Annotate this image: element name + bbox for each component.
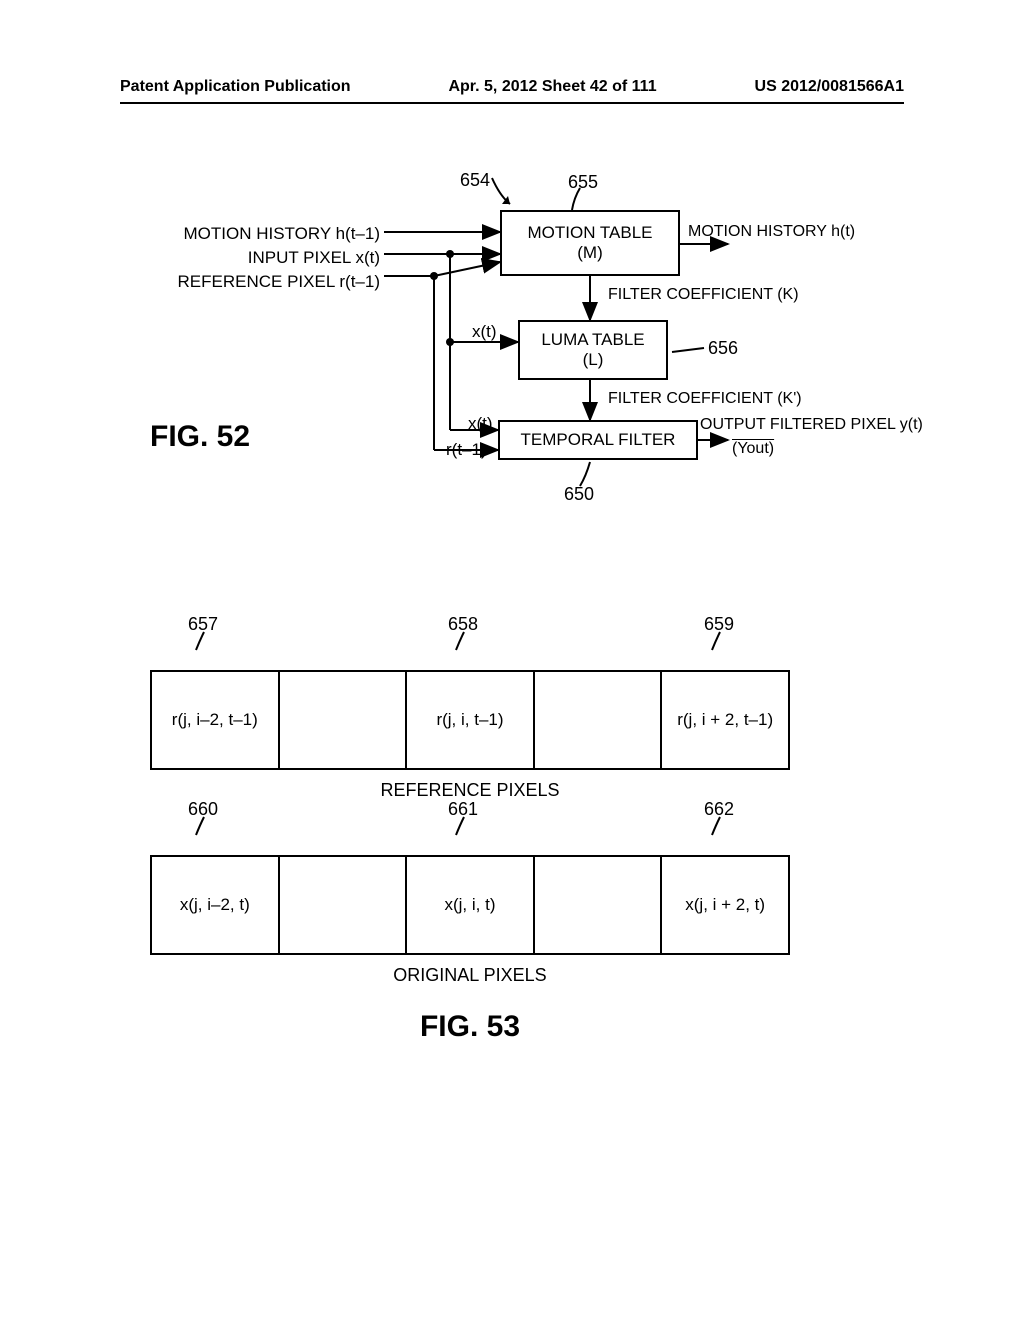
label-motion-history-out: MOTION HISTORY h(t) — [688, 223, 855, 241]
ref-660: 660 — [188, 799, 218, 820]
label-xt-luma: x(t) — [472, 322, 497, 342]
label-yout: (Yout) — [732, 440, 774, 458]
fig-53-caption: FIG. 53 — [150, 1010, 790, 1044]
orig-cell-0: x(j, i–2, t) — [152, 857, 280, 953]
ref-658: 658 — [448, 614, 478, 635]
ref-656: 656 — [708, 338, 738, 359]
header-left: Patent Application Publication — [120, 78, 351, 96]
ref-657: 657 — [188, 614, 218, 635]
reference-pixels-title: REFERENCE PIXELS — [150, 780, 790, 801]
orig-cell-1 — [280, 857, 408, 953]
ref-cell-4: r(j, i + 2, t–1) — [662, 672, 788, 768]
page-header: Patent Application Publication Apr. 5, 2… — [120, 78, 904, 104]
fig-52-caption: FIG. 52 — [150, 420, 250, 454]
label-filter-coeff-kp: FILTER COEFFICIENT (K') — [608, 390, 802, 408]
ref-cell-1 — [280, 672, 408, 768]
header-center: Apr. 5, 2012 Sheet 42 of 111 — [448, 78, 656, 96]
orig-cell-3 — [535, 857, 663, 953]
fig-52-diagram: 654 655 MOTION HISTORY h(t–1) INPUT PIXE… — [120, 160, 924, 540]
label-xt-temporal: x(t) — [468, 414, 493, 434]
ref-cell-0: r(j, i–2, t–1) — [152, 672, 280, 768]
label-filter-coeff-k: FILTER COEFFICIENT (K) — [608, 286, 799, 304]
orig-cell-2: x(j, i, t) — [407, 857, 535, 953]
ref-cell-3 — [535, 672, 663, 768]
ref-659: 659 — [704, 614, 734, 635]
orig-cell-4: x(j, i + 2, t) — [662, 857, 788, 953]
fig-53-diagram: 657 658 659 r(j, i–2, t–1) r(j, i, t–1) … — [150, 640, 790, 1044]
original-pixels-title: ORIGINAL PIXELS — [150, 965, 790, 986]
fig52-arrows — [120, 160, 940, 520]
header-right: US 2012/0081566A1 — [755, 78, 904, 96]
ref-661: 661 — [448, 799, 478, 820]
ref-662: 662 — [704, 799, 734, 820]
ref-650: 650 — [564, 484, 594, 505]
ref-cell-2: r(j, i, t–1) — [407, 672, 535, 768]
reference-pixels-row: r(j, i–2, t–1) r(j, i, t–1) r(j, i + 2, … — [150, 670, 790, 770]
original-pixels-row: x(j, i–2, t) x(j, i, t) x(j, i + 2, t) — [150, 855, 790, 955]
label-output-pixel: OUTPUT FILTERED PIXEL y(t) — [700, 416, 923, 434]
label-rt1-temporal: r(t–1) — [446, 440, 487, 460]
